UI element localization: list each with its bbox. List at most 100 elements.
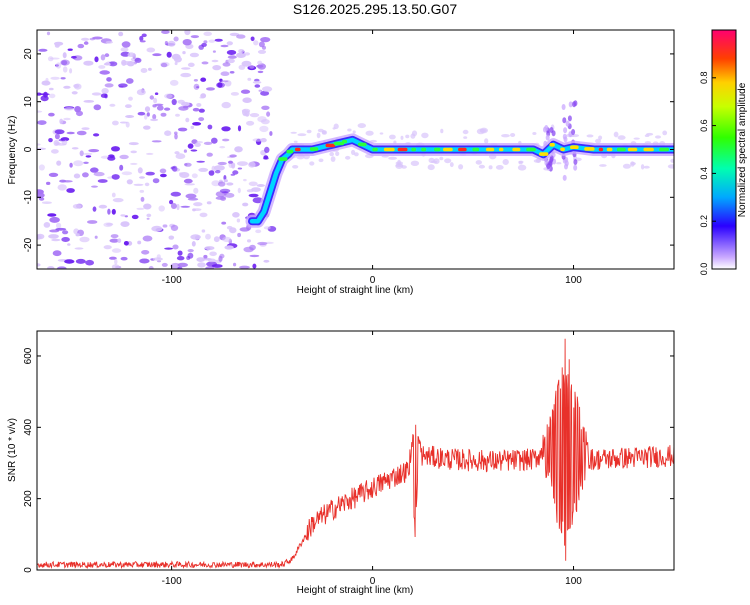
haze-blob — [400, 135, 404, 140]
noise-blob — [49, 216, 60, 223]
noise-blob — [212, 65, 222, 71]
ridge-peak — [627, 147, 638, 152]
noise-blob — [76, 110, 83, 117]
noise-blob — [47, 266, 55, 269]
noise-blob — [174, 151, 180, 155]
haze-blob — [517, 164, 527, 171]
noise-blob — [214, 38, 223, 42]
noise-blob — [73, 84, 80, 88]
noise-blob — [134, 57, 142, 63]
noise-blob — [192, 208, 196, 212]
noise-blob — [162, 224, 168, 228]
y-tick-label: -10 — [23, 190, 34, 205]
noise-blob — [184, 162, 192, 167]
noise-blob — [118, 31, 124, 37]
noise-blob — [257, 241, 268, 246]
spike-blob — [563, 127, 568, 134]
noise-blob — [187, 249, 194, 253]
noise-blob — [106, 77, 112, 82]
noise-blob — [83, 41, 89, 45]
noise-blob — [196, 160, 205, 163]
noise-blob — [257, 49, 267, 54]
colorbar-ticks: 0.0 0.2 0.4 0.6 0.8 — [699, 72, 716, 276]
noise-blob — [43, 222, 51, 228]
noise-blob — [242, 97, 252, 103]
ridge-peak — [659, 147, 669, 152]
noise-blob — [133, 183, 144, 186]
noise-blob — [111, 146, 120, 152]
noise-blob — [164, 93, 173, 99]
noise-blob — [211, 264, 223, 268]
noise-blob — [56, 266, 67, 269]
haze-blob — [421, 132, 429, 139]
noise-blob — [69, 162, 73, 168]
noise-blob — [229, 32, 240, 37]
noise-blob — [63, 85, 71, 89]
noise-blob — [48, 234, 59, 239]
haze-blob — [292, 165, 299, 169]
noise-blob — [131, 214, 139, 220]
noise-blob — [198, 167, 209, 172]
ridge-peak — [549, 143, 555, 147]
noise-blob — [139, 40, 146, 43]
noise-blob — [256, 184, 265, 187]
noise-blob — [201, 61, 209, 65]
colorbar-tick-label: 0.0 — [699, 263, 709, 276]
noise-blob — [183, 178, 193, 184]
noise-blob — [187, 197, 199, 201]
haze-blob — [321, 130, 328, 135]
noise-blob — [260, 138, 267, 143]
noise-blob — [150, 118, 159, 122]
noise-blob — [77, 43, 85, 49]
noise-blob — [71, 91, 78, 95]
noise-blob — [204, 246, 215, 251]
noise-blob — [92, 206, 97, 212]
noise-blob — [266, 111, 271, 117]
noise-blob — [189, 52, 199, 58]
noise-blob — [108, 61, 118, 67]
noise-blob — [219, 146, 226, 149]
x-tick-label: -100 — [162, 576, 182, 587]
noise-blob — [239, 265, 250, 269]
ridge-peak — [539, 152, 549, 156]
noise-blob — [67, 243, 71, 246]
noise-blob — [81, 37, 90, 41]
noise-blob — [81, 127, 90, 130]
noise-blob — [223, 175, 227, 181]
noise-blob — [199, 212, 208, 218]
noise-blob — [51, 149, 59, 154]
noise-blob — [174, 61, 178, 66]
ridge-peak — [472, 147, 480, 152]
y-tick-label: 20 — [23, 48, 34, 60]
spike-blob — [549, 127, 554, 133]
noise-blob — [130, 150, 137, 154]
noise-blob — [146, 112, 150, 117]
noise-blob — [97, 179, 108, 183]
noise-blob — [51, 238, 61, 242]
haze-blob — [365, 130, 374, 136]
noise-blob — [109, 238, 120, 243]
ridge-peak — [372, 147, 378, 152]
x-tick-label: 100 — [565, 275, 582, 286]
noise-blob — [128, 96, 133, 101]
noise-blob — [141, 250, 150, 255]
noise-blob — [194, 142, 201, 147]
spike-blob — [546, 163, 551, 170]
noise-blob — [192, 122, 202, 126]
noise-blob — [144, 106, 151, 112]
noise-blob — [196, 103, 202, 107]
noise-blob — [226, 41, 233, 46]
noise-blob — [64, 107, 75, 111]
noise-blob — [60, 59, 70, 66]
noise-blob — [208, 170, 215, 176]
haze-blob — [598, 135, 603, 140]
y-tick-label: 0 — [23, 567, 34, 573]
y-tick-label: -20 — [23, 237, 34, 252]
noise-blob — [85, 155, 92, 158]
y-tick-label: 600 — [23, 347, 34, 364]
noise-blob — [111, 264, 120, 269]
noise-blob — [119, 164, 124, 171]
noise-blob — [192, 107, 200, 112]
noise-blob — [72, 204, 82, 209]
